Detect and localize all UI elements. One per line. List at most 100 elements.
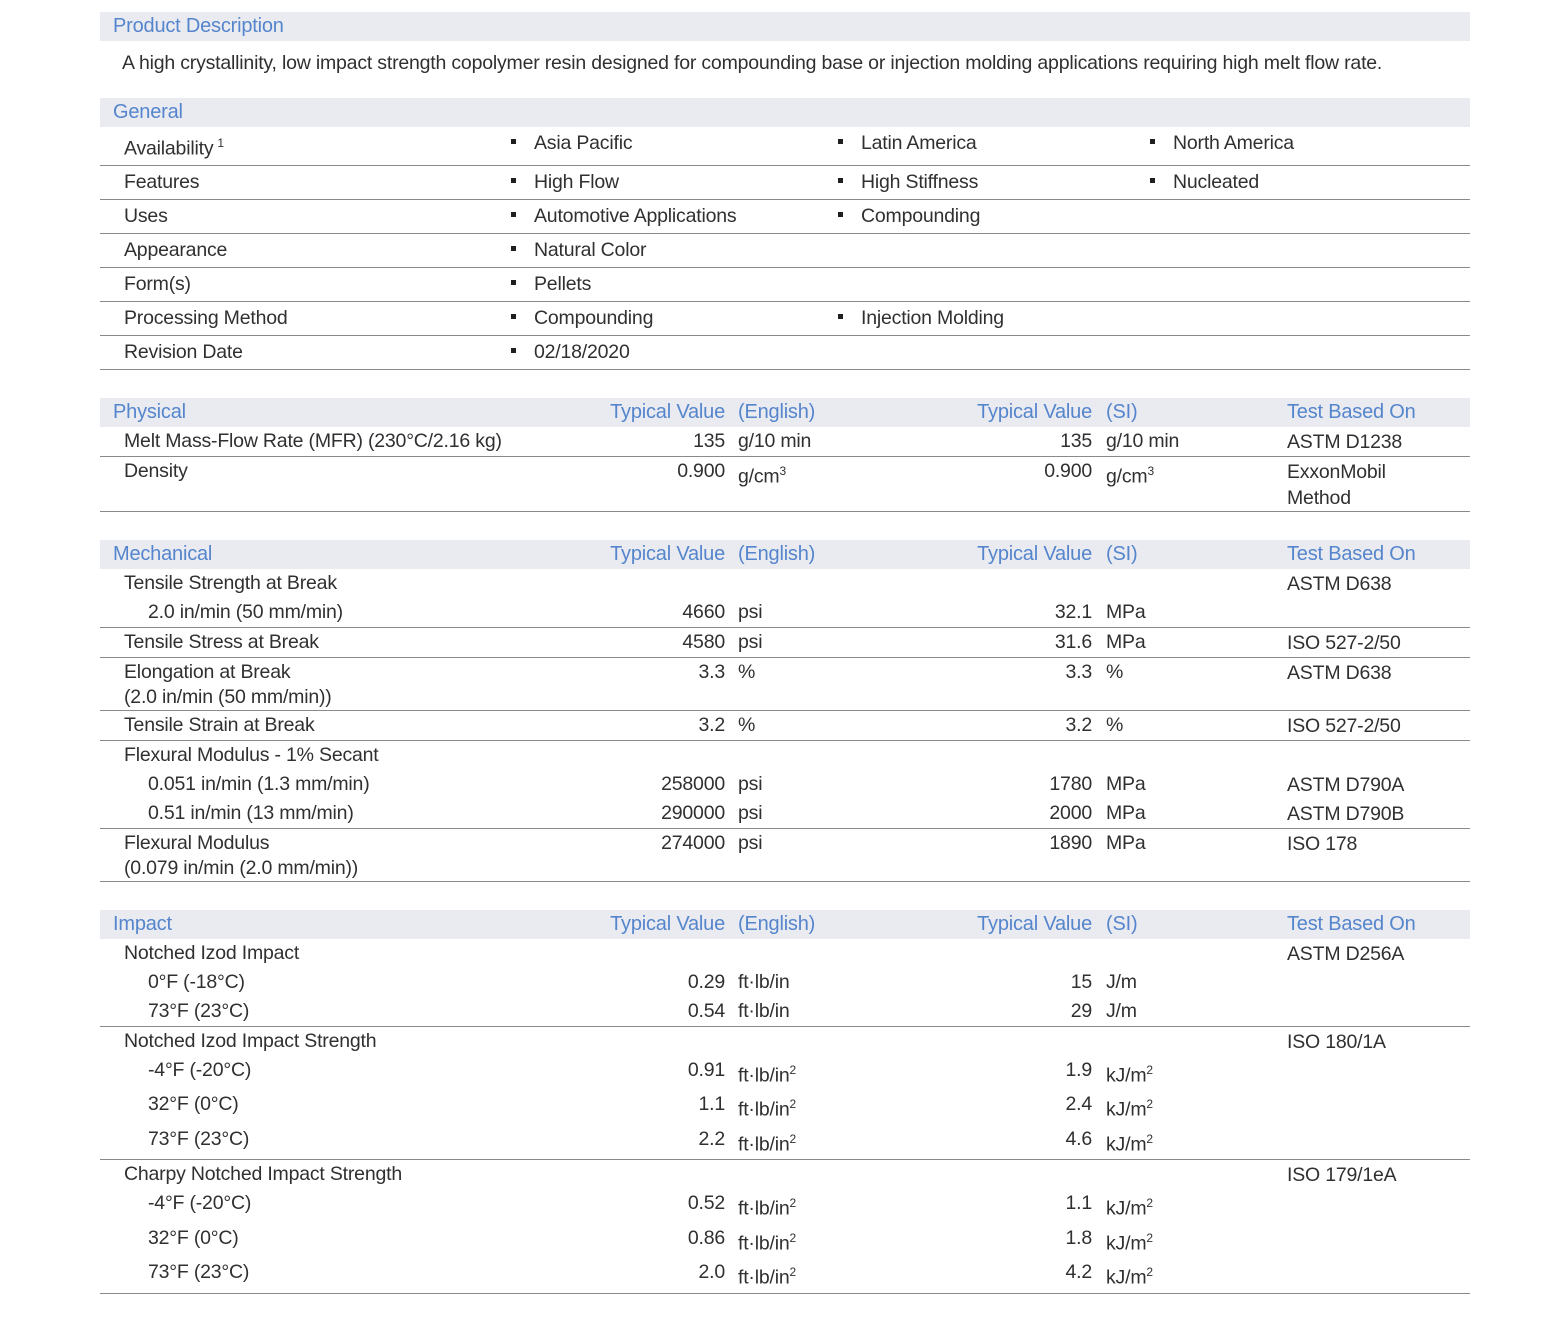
general-row-label: Appearance (124, 238, 228, 261)
value-english: 2.2 (698, 1127, 725, 1150)
section-title-physical: Physical (113, 400, 186, 423)
test-method: ISO 180/1A (1287, 1030, 1386, 1053)
table-row: Tensile Strength at Break ASTM D638 (100, 569, 1470, 598)
value-english: 4660 (682, 600, 725, 623)
superscript: 2 (789, 1230, 797, 1245)
general-row-value: Asia Pacific (511, 127, 838, 165)
unit-si: % (1106, 713, 1124, 736)
column-header-typical-value-si: Typical Value (977, 912, 1092, 935)
test-method: ISO 527-2/50 (1287, 631, 1401, 654)
unit-english: psi (738, 831, 763, 854)
unit-si: g/cm3 (1106, 463, 1155, 488)
property-label: Melt Mass-Flow Rate (MFR) (230°C/2.16 kg… (100, 427, 565, 456)
test-method (1287, 997, 1470, 999)
table-row: 32°F (0°C) 1.1 ft·lb/in2 2.4 kJ/m2 (100, 1090, 1470, 1125)
datasheet: Product Description A high crystallinity… (100, 12, 1470, 1294)
column-header-si: (SI) (1106, 542, 1138, 565)
property-label: 0.51 in/min (13 mm/min) (100, 799, 565, 828)
unit-english: ft·lb/in2 (738, 1265, 797, 1289)
general-row-value: Compounding (838, 200, 1150, 233)
section-title-impact: Impact (113, 912, 172, 935)
general-value-text: Pellets (534, 272, 592, 295)
value-si: 15 (1070, 970, 1092, 993)
general-value-text: High Flow (534, 170, 619, 193)
unit-english: ft·lb/in2 (738, 1196, 797, 1220)
property-label-line: Tensile Stress at Break (124, 630, 319, 653)
value-english: 0.29 (687, 970, 725, 993)
bullet-icon (511, 245, 516, 251)
column-header-test-based-on: Test Based On (1287, 542, 1416, 565)
property-label: Elongation at Break (2.0 in/min (50 mm/mi… (100, 658, 565, 710)
unit-si: MPa (1106, 600, 1146, 623)
test-method: ISO 179/1eA (1287, 1164, 1397, 1186)
property-table-impact: Impact Typical Value (English) Typical Valu… (100, 909, 1470, 1294)
section-title-general: General (113, 101, 183, 123)
table-row: Flexural Modulus - 1% Secant (100, 741, 1470, 770)
property-label: 73°F (23°C) (100, 997, 565, 1026)
unit-si: MPa (1106, 630, 1146, 653)
general-value-text: High Stiffness (861, 170, 979, 193)
general-row-value: Natural Color (511, 234, 838, 267)
value-english: 0.52 (687, 1192, 725, 1214)
bullet-icon (1150, 177, 1155, 183)
property-label: 0°F (-18°C) (100, 968, 565, 997)
value-si: 2000 (1049, 801, 1092, 824)
table-row: Notched Izod Impact ASTM D256A (100, 939, 1470, 968)
test-method: ASTM D790A (1287, 773, 1405, 796)
unit-english: psi (738, 801, 763, 824)
unit-si: MPa (1106, 831, 1146, 854)
test-method: ASTM D638 (1287, 572, 1392, 595)
property-label: 32°F (0°C) (100, 1224, 565, 1253)
section-title-product-description: Product Description (113, 15, 284, 37)
general-row: Revision Date 02/18/2020 (100, 336, 1470, 370)
general-value-text: Natural Color (534, 238, 647, 261)
general-section: General Availability 1 Asia Pacific Latin A… (100, 98, 1470, 370)
property-label-line: 32°F (0°C) (148, 1226, 239, 1249)
test-method (1287, 1224, 1470, 1226)
unit-english: % (738, 660, 756, 683)
bullet-icon (511, 279, 516, 285)
general-row-label: Features (124, 170, 200, 193)
value-english: 290000 (661, 801, 725, 824)
property-label-line: Flexural Modulus (124, 831, 270, 854)
unit-si: g/10 min (1106, 429, 1180, 452)
superscript: 2 (789, 1097, 797, 1111)
value-si: 4.6 (1065, 1127, 1092, 1150)
property-label: 32°F (0°C) (100, 1090, 565, 1119)
value-si: 1.8 (1065, 1226, 1092, 1249)
bullet-icon (838, 211, 843, 217)
section-header-impact: Impact Typical Value (English) Typical Valu… (100, 909, 1470, 939)
unit-si: kJ/m2 (1106, 1265, 1154, 1289)
general-row-value: High Stiffness (838, 166, 1150, 199)
superscript: 2 (1146, 1265, 1154, 1279)
value-si: 4.2 (1065, 1261, 1092, 1283)
test-method (1287, 1125, 1470, 1127)
unit-english: g/10 min (738, 429, 812, 452)
unit-english: ft·lb/in (738, 970, 790, 993)
property-label-line: Notched Izod Impact (124, 941, 300, 964)
superscript: 2 (789, 1265, 797, 1279)
value-si: 0.900 (1044, 459, 1092, 482)
general-row-value: Injection Molding (838, 302, 1150, 335)
footnote-marker: 1 (217, 136, 225, 150)
property-label-line: Notched Izod Impact Strength (124, 1029, 377, 1052)
value-si: 1.9 (1065, 1058, 1092, 1081)
column-header-typical-value-english: Typical Value (610, 912, 725, 935)
product-description-text: A high crystallinity, low impact strengt… (122, 52, 1383, 74)
property-label-line: 0.51 in/min (13 mm/min) (148, 801, 354, 824)
general-value-text: Automotive Applications (534, 204, 737, 227)
property-label-line: 0°F (-18°C) (148, 970, 245, 993)
value-si: 1.1 (1065, 1192, 1092, 1214)
general-row-value: Pellets (511, 268, 838, 301)
general-row-value: High Flow (511, 166, 838, 199)
general-value-text: Compounding (861, 204, 981, 227)
column-header-test-based-on: Test Based On (1287, 912, 1416, 935)
property-label: Tensile Strength at Break (100, 569, 565, 598)
table-row: Notched Izod Impact Strength ISO 180/1A (100, 1027, 1470, 1056)
table-row: Melt Mass-Flow Rate (MFR) (230°C/2.16 kg… (100, 427, 1470, 457)
general-row-label: Revision Date (124, 340, 243, 363)
test-method: ISO 178 (1287, 832, 1358, 855)
value-english: 0.900 (677, 459, 725, 482)
general-row: Form(s) Pellets (100, 268, 1470, 302)
test-method: ISO 527-2/50 (1287, 714, 1401, 737)
